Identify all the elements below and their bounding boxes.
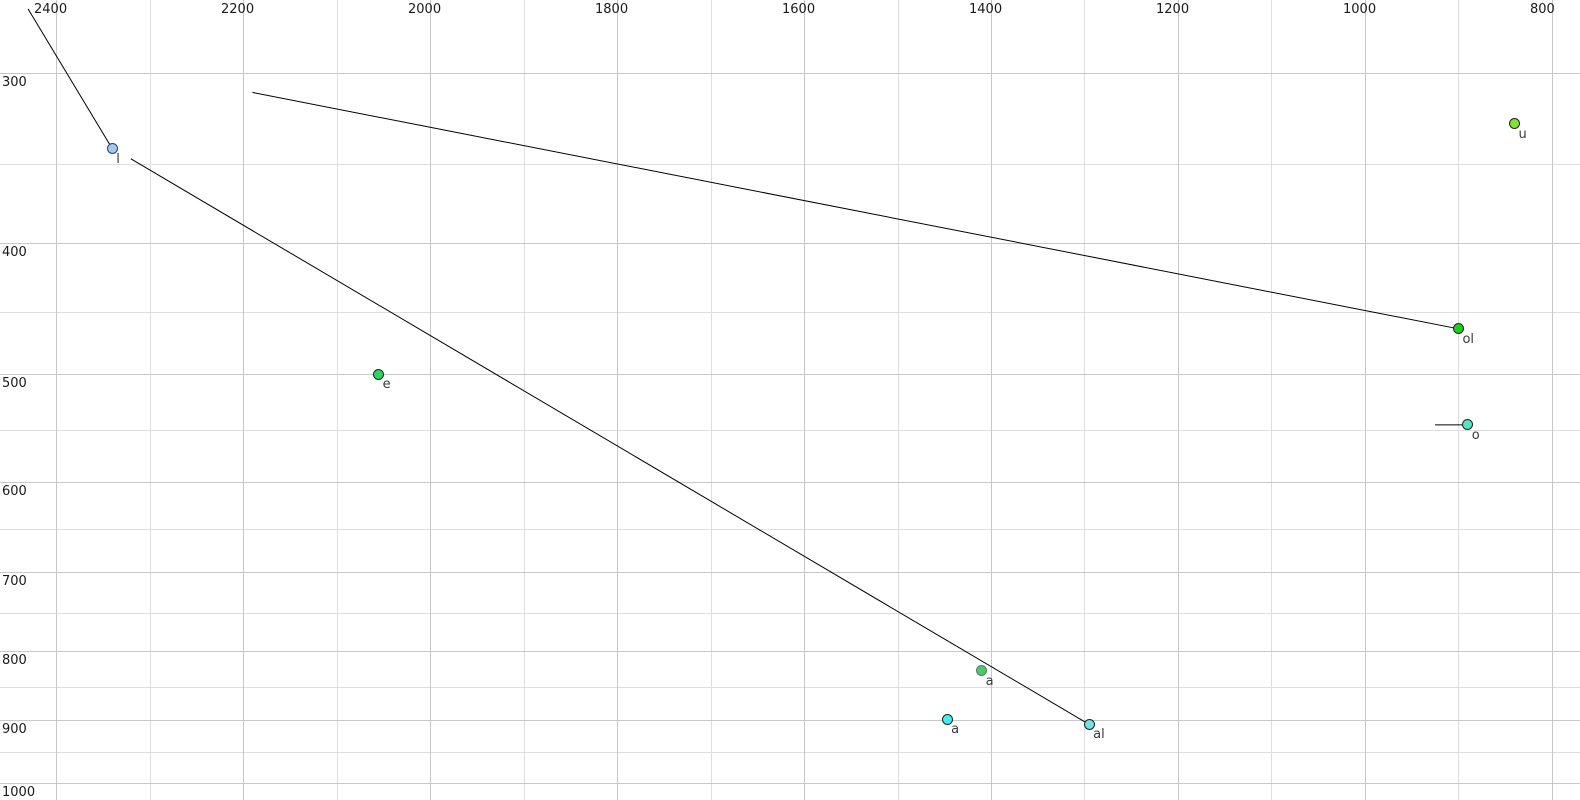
x-axis-tick-label: 1400 [969, 2, 1003, 17]
gridline-y-major [0, 720, 1580, 721]
segment-al [130, 158, 1090, 725]
gridline-y-major [0, 243, 1580, 244]
segment-l [27, 8, 113, 149]
data-point-marker[interactable] [373, 368, 385, 380]
x-axis-tick-label: 1200 [1156, 2, 1190, 17]
data-point-marker[interactable] [106, 143, 118, 155]
data-point-label: u [1518, 126, 1527, 142]
x-axis-tick-label: 2000 [408, 2, 442, 17]
data-point-marker[interactable] [1462, 419, 1474, 431]
gridline-y-major [0, 482, 1580, 483]
y-axis-tick-label: 800 [2, 653, 27, 668]
gridline-x-major [243, 0, 244, 800]
gridline-x-major [1178, 0, 1179, 800]
gridline-x-minor [1084, 0, 1085, 800]
x-axis-tick-label: 2200 [221, 2, 255, 17]
gridline-y-minor [0, 752, 1580, 753]
data-point-marker[interactable] [1509, 118, 1521, 130]
data-point-label: e [382, 377, 391, 393]
gridline-x-minor [711, 0, 712, 800]
y-axis-tick-label: 400 [2, 245, 27, 260]
gridline-y-major [0, 572, 1580, 573]
gridline-y-minor [0, 613, 1580, 614]
data-point-label: a [985, 673, 994, 689]
x-axis-tick-label: 800 [1530, 2, 1555, 17]
gridline-y-minor [0, 687, 1580, 688]
y-axis-tick-label: 300 [2, 75, 27, 90]
gridline-x-major [1365, 0, 1366, 800]
gridline-y-minor [0, 430, 1580, 431]
data-point-label: al [1093, 727, 1105, 743]
y-axis-tick-label: 1000 [2, 785, 36, 800]
gridline-x-major [56, 0, 57, 800]
gridline-y-major [0, 651, 1580, 652]
gridline-y-minor [0, 164, 1580, 165]
x-axis-tick-label: 2400 [34, 2, 68, 17]
gridline-x-minor [337, 0, 338, 800]
gridline-x-major [1552, 0, 1553, 800]
gridline-y-minor [0, 312, 1580, 313]
segment-ol [252, 91, 1459, 330]
data-point-label: a [951, 722, 960, 738]
gridline-y-major [0, 374, 1580, 375]
gridline-y-major [0, 783, 1580, 784]
y-axis-tick-label: 900 [2, 722, 27, 737]
gridline-x-minor [1271, 0, 1272, 800]
gridline-x-major [804, 0, 805, 800]
y-axis-tick-label: 600 [2, 484, 27, 499]
x-axis-tick-label: 1000 [1343, 2, 1377, 17]
x-axis-tick-label: 1800 [595, 2, 629, 17]
x-axis-tick-label: 1600 [782, 2, 816, 17]
data-point-marker[interactable] [1452, 323, 1464, 335]
y-axis-tick-label: 700 [2, 574, 27, 589]
gridline-x-minor [898, 0, 899, 800]
data-point-marker[interactable] [976, 665, 988, 677]
y-axis-tick-label: 500 [2, 376, 27, 391]
gridline-x-major [617, 0, 618, 800]
data-point-label: o [1471, 427, 1480, 443]
data-point-marker[interactable] [1083, 718, 1095, 730]
data-point-marker[interactable] [941, 713, 953, 725]
gridline-x-minor [524, 0, 525, 800]
data-point-label: l [116, 151, 120, 167]
gridline-x-major [430, 0, 431, 800]
gridline-y-minor [0, 529, 1580, 530]
gridline-x-minor [1458, 0, 1459, 800]
data-point-label: ol [1462, 331, 1475, 347]
gridline-y-major [0, 73, 1580, 74]
gridline-x-major [991, 0, 992, 800]
gridline-x-minor [150, 0, 151, 800]
